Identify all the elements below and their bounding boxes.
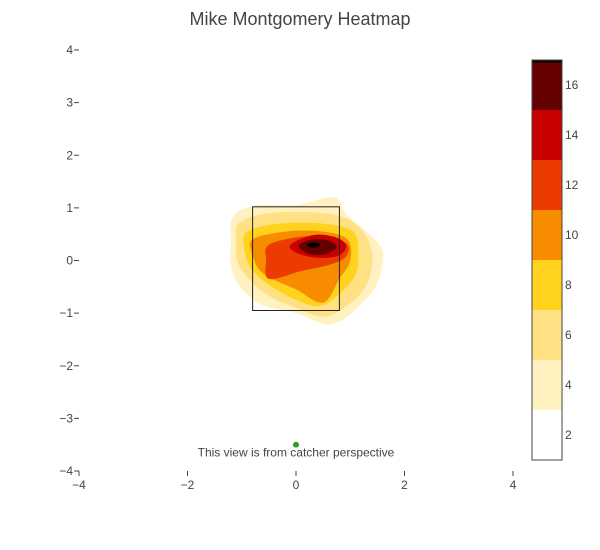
colorbar-band — [532, 160, 562, 210]
plot-area: This view is from catcher perspective — [198, 197, 395, 460]
perspective-annotation: This view is from catcher perspective — [198, 446, 395, 460]
colorbar-tick-label: 2 — [565, 428, 572, 442]
colorbar-band — [532, 110, 562, 160]
contour-layer — [230, 197, 384, 325]
colorbar-tick-label: 8 — [565, 278, 572, 292]
contour-level-16 — [306, 242, 321, 248]
y-tick-label: 2 — [66, 148, 73, 162]
colorbar-tick-label: 12 — [565, 178, 579, 192]
colorbar-band — [532, 410, 562, 460]
colorbar-band — [532, 360, 562, 410]
colorbar: 2 4 6 8 10 12 14 16 — [531, 59, 579, 461]
colorbar-band — [532, 310, 562, 360]
x-tick-label: 2 — [401, 478, 408, 492]
x-tick-label: −4 — [72, 478, 86, 492]
y-tick-label: 1 — [66, 201, 73, 215]
y-tick-label: −1 — [59, 306, 73, 320]
y-tick-label: −4 — [59, 464, 73, 478]
y-tick-label: −2 — [59, 359, 73, 373]
colorbar-tick-label: 14 — [565, 128, 579, 142]
colorbar-band — [532, 60, 562, 63]
colorbar-band — [532, 260, 562, 310]
x-tick-label: 4 — [510, 478, 517, 492]
x-tick-label: −2 — [181, 478, 195, 492]
contour-level-14 — [298, 239, 337, 256]
x-tick-label: 0 — [293, 478, 300, 492]
colorbar-tick-label: 4 — [565, 378, 572, 392]
colorbar-band — [532, 60, 562, 110]
y-axis: −4 −3 −2 −1 0 1 2 3 4 — [59, 43, 79, 478]
y-tick-label: 0 — [66, 254, 73, 268]
colorbar-tick-label: 6 — [565, 328, 572, 342]
y-tick-label: 3 — [66, 96, 73, 110]
y-tick-label: −3 — [59, 411, 73, 425]
colorbar-band — [532, 210, 562, 260]
x-axis: −4 −2 0 2 4 — [72, 471, 517, 492]
strike-zone — [252, 206, 340, 311]
catcher-marker — [293, 441, 299, 448]
y-tick-label: 4 — [66, 43, 73, 57]
colorbar-tick-label: 16 — [565, 78, 579, 92]
chart-title: Mike Montgomery Heatmap — [189, 9, 410, 29]
colorbar-tick-label: 10 — [565, 228, 579, 242]
colorbar-outline — [531, 59, 563, 461]
